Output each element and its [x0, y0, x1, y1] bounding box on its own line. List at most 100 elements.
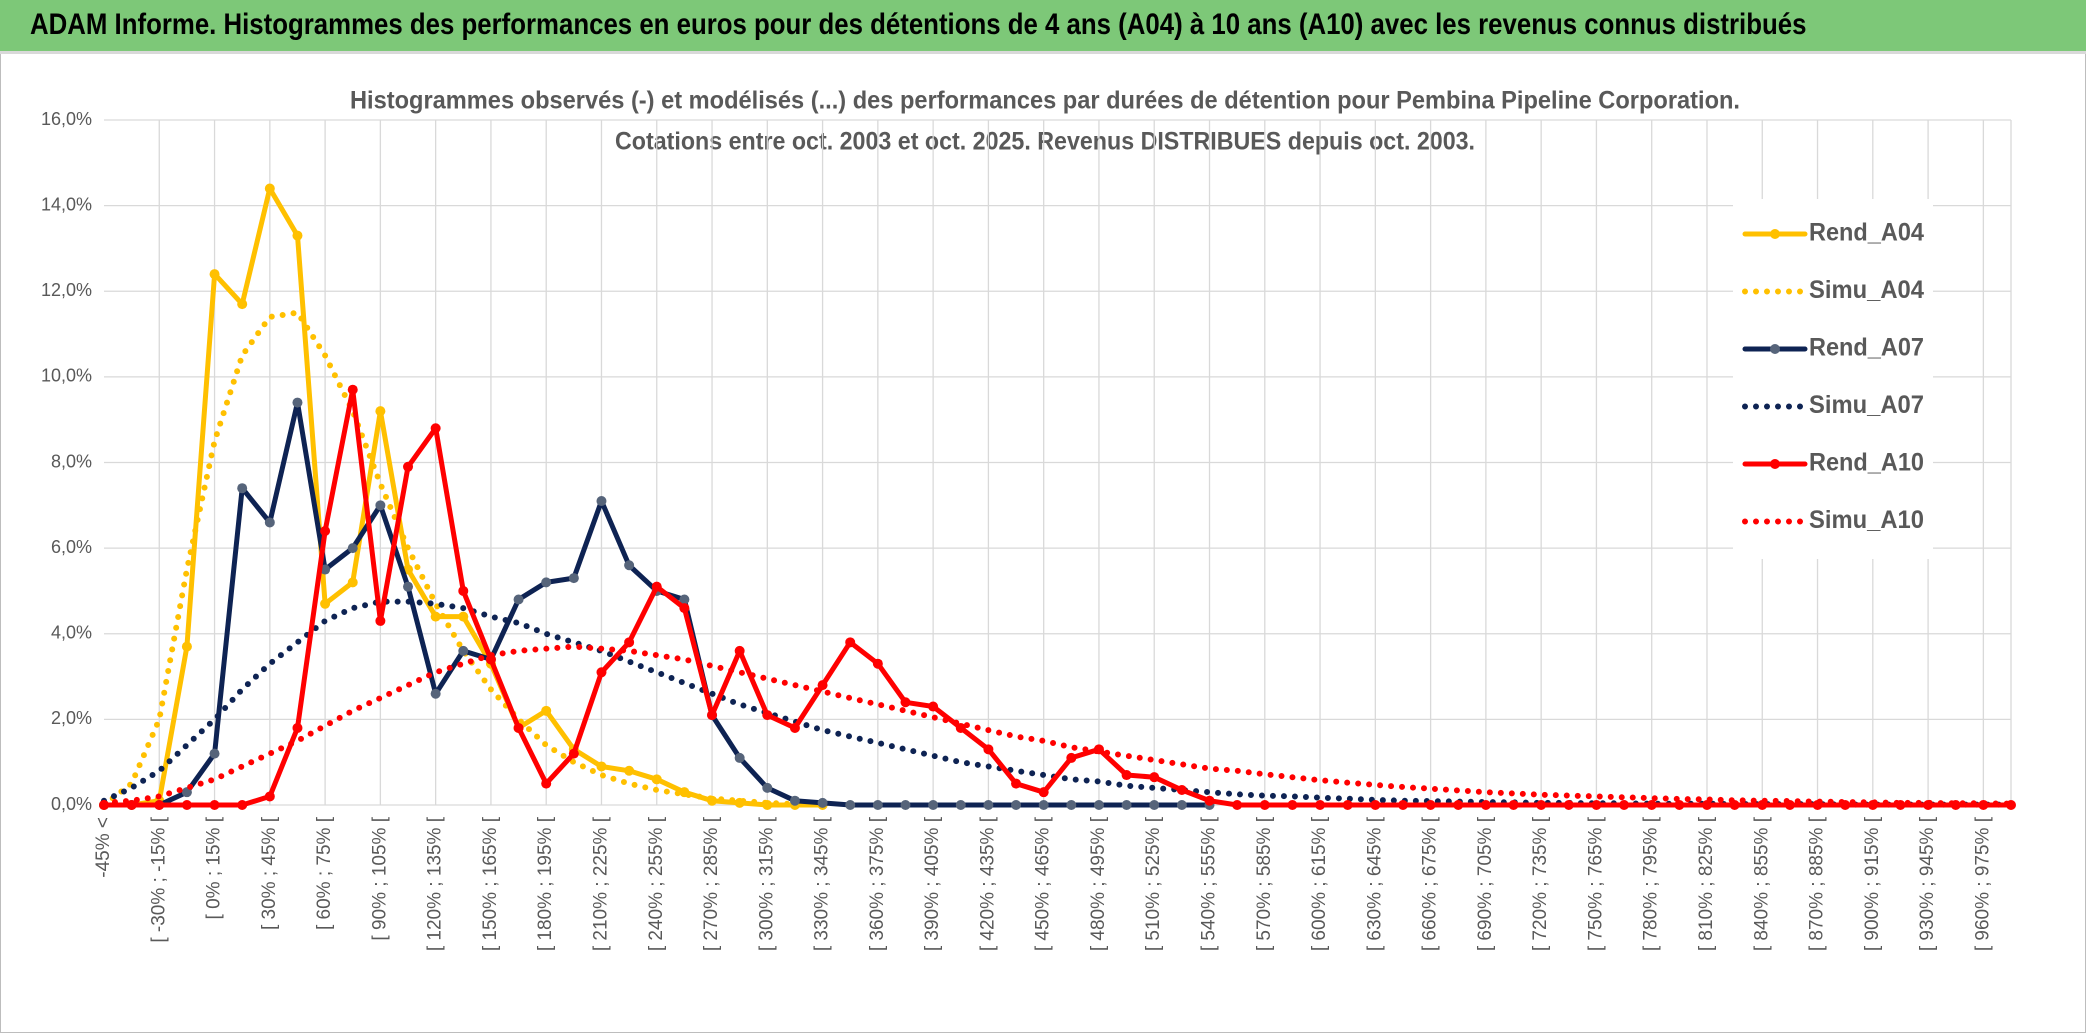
x-tick-label: -45% <: [93, 817, 114, 878]
data-point: [1591, 800, 1602, 810]
y-tick-label: 14,0%: [41, 194, 92, 214]
data-point: [928, 701, 939, 712]
data-point: [181, 800, 192, 810]
data-point: [458, 611, 469, 622]
data-point: [347, 384, 358, 395]
data-point: [209, 748, 220, 759]
data-point: [568, 748, 579, 759]
x-tick-label: [ 570% ; 585% [: [1254, 816, 1275, 951]
x-tick-label: [ 150% ; 165% [: [480, 816, 501, 951]
x-tick-label: [ 330% ; 345% [: [812, 816, 833, 951]
x-tick-label: [ 660% ; 675% [: [1420, 816, 1441, 951]
chart-title: Histogrammes observés (-) et modélisés (…: [350, 87, 1740, 115]
x-tick-label: [ 600% ; 615% [: [1309, 816, 1330, 951]
data-point: [1563, 800, 1574, 810]
data-point: [1121, 770, 1132, 781]
data-point: [1287, 800, 1298, 810]
header: ADAM Informe. Histogrammes des performan…: [0, 0, 2086, 54]
data-point: [762, 782, 773, 793]
legend-label: Rend_A07: [1809, 334, 1924, 362]
y-tick-label: 6,0%: [51, 537, 92, 557]
data-point: [292, 397, 303, 408]
legend-label: Simu_A07: [1809, 391, 1924, 419]
x-tick-label: [ 750% ; 765% [: [1585, 816, 1606, 951]
data-point: [596, 496, 607, 507]
data-point: [237, 483, 248, 494]
legend-marker: [1770, 344, 1780, 354]
data-point: [624, 637, 635, 648]
x-tick-label: [ 840% ; 855% [: [1751, 816, 1772, 951]
data-point: [596, 667, 607, 678]
x-tick-label: [ 180% ; 195% [: [535, 816, 556, 951]
x-tick-label: [ 780% ; 795% [: [1641, 816, 1662, 951]
data-point: [679, 603, 690, 614]
data-point: [1480, 800, 1491, 810]
x-tick-label: [ 360% ; 375% [: [867, 816, 888, 951]
legend-marker: [1770, 459, 1780, 469]
data-point: [320, 526, 331, 536]
x-tick-label: [ 810% ; 825% [: [1696, 816, 1717, 951]
x-tick-label: [ 420% ; 435% [: [977, 816, 998, 951]
data-point: [1011, 778, 1022, 789]
y-tick-label: 12,0%: [41, 280, 92, 300]
data-point: [1453, 800, 1464, 810]
data-point: [596, 761, 607, 772]
data-point: [347, 577, 358, 588]
data-point: [292, 230, 303, 241]
x-tick-label: [ 210% ; 225% [: [590, 816, 611, 951]
data-point: [430, 611, 441, 622]
data-point: [1425, 800, 1436, 810]
data-point: [264, 791, 275, 802]
data-point: [872, 658, 883, 669]
y-tick-label: 16,0%: [41, 109, 92, 129]
data-point: [1149, 772, 1160, 783]
data-point: [513, 722, 524, 733]
data-point: [1619, 800, 1630, 810]
y-tick-label: 0,0%: [51, 794, 92, 814]
data-point: [762, 710, 773, 721]
x-tick-label: [ 300% ; 315% [: [756, 816, 777, 951]
data-point: [1066, 752, 1077, 763]
data-point: [541, 778, 552, 789]
legend-background: [1733, 199, 1933, 559]
data-point: [624, 560, 635, 571]
x-tick-label: [ 0% ; 15% [: [204, 816, 225, 919]
data-point: [264, 183, 275, 194]
x-tick-label: [ 540% ; 555% [: [1199, 816, 1220, 951]
data-point: [651, 774, 662, 785]
data-point: [209, 800, 220, 810]
x-tick-label: [ 270% ; 285% [: [701, 816, 722, 951]
data-point: [513, 594, 524, 605]
data-point: [928, 800, 939, 810]
x-tick-label: [ 30% ; 45% [: [259, 816, 280, 930]
data-point: [568, 573, 579, 584]
data-point: [983, 800, 994, 810]
data-point: [375, 500, 386, 511]
x-tick-label: [ 930% ; 945% [: [1917, 816, 1938, 951]
series-line: [101, 643, 2014, 807]
data-point: [817, 797, 828, 808]
data-point: [1011, 800, 1022, 810]
data-point: [1149, 800, 1160, 810]
x-tick-label: [ 90% ; 105% [: [369, 816, 390, 940]
x-tick-label: [ 870% ; 885% [: [1807, 816, 1828, 951]
data-point: [1204, 795, 1215, 806]
data-point: [320, 598, 331, 609]
data-point: [734, 645, 745, 656]
data-point: [181, 641, 192, 652]
data-point: [237, 800, 248, 810]
data-point: [1342, 800, 1353, 810]
data-point: [1121, 800, 1132, 810]
data-point: [264, 517, 275, 528]
data-point: [1536, 800, 1547, 810]
data-point: [375, 406, 386, 417]
data-point: [1176, 800, 1187, 810]
data-point: [1038, 787, 1049, 798]
x-tick-label: [ 60% ; 75% [: [314, 816, 335, 930]
data-point: [403, 581, 414, 592]
data-point: [679, 594, 690, 605]
data-point: [789, 722, 800, 733]
data-point: [1232, 800, 1243, 810]
data-point: [817, 680, 828, 691]
